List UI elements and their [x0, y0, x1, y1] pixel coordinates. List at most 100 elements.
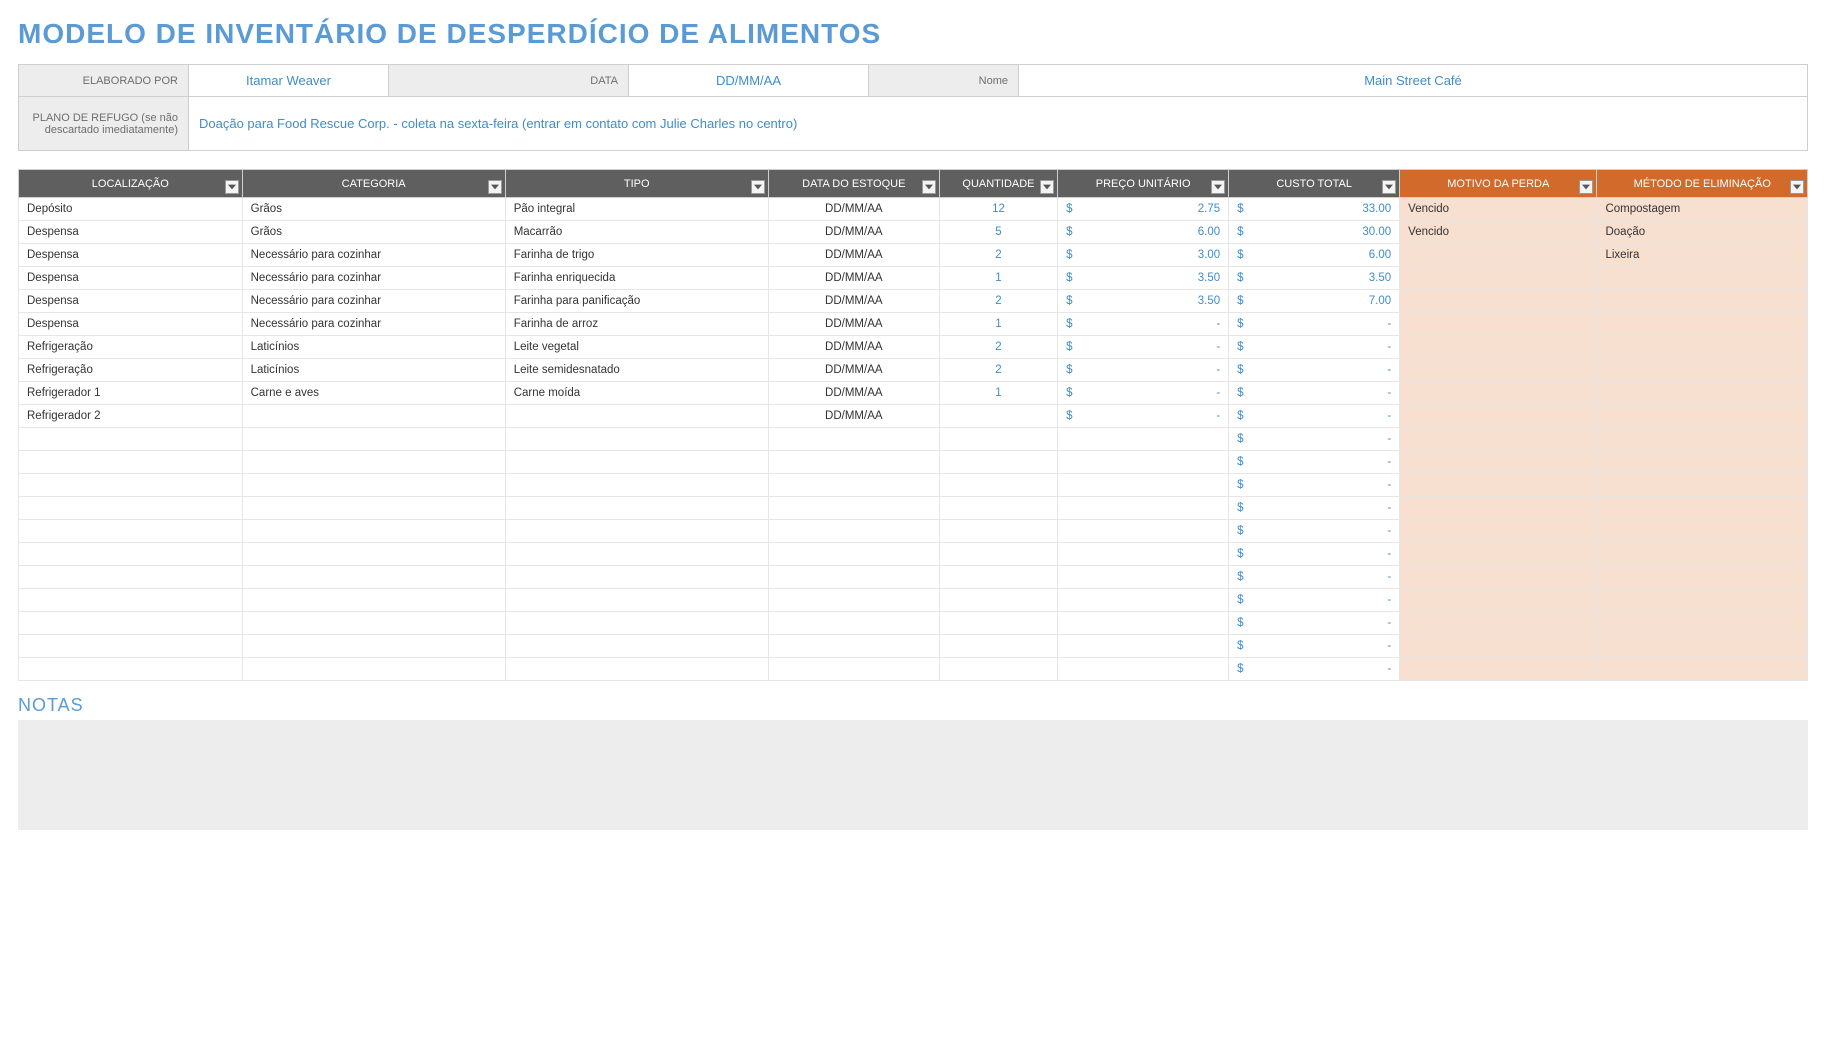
table-row[interactable]: RefrigeraçãoLaticíniosLeite semidesnatad… — [19, 359, 1808, 382]
table-row[interactable]: DespensaGrãosMacarrãoDD/MM/AA5$6.00$30.0… — [19, 221, 1808, 244]
cell-qtd[interactable] — [939, 566, 1057, 589]
cell-custo[interactable]: $- — [1229, 359, 1400, 382]
filter-icon[interactable] — [1382, 180, 1396, 194]
cell-qtd[interactable] — [939, 589, 1057, 612]
table-row[interactable]: $- — [19, 428, 1808, 451]
cell-data[interactable] — [768, 543, 939, 566]
cell-motivo[interactable] — [1400, 520, 1597, 543]
table-row[interactable]: $- — [19, 474, 1808, 497]
cell-metodo[interactable] — [1597, 313, 1808, 336]
cell-tipo[interactable] — [505, 520, 768, 543]
cell-qtd[interactable] — [939, 658, 1057, 681]
cell-metodo[interactable] — [1597, 635, 1808, 658]
cell-preco[interactable] — [1058, 658, 1229, 681]
cell-data[interactable] — [768, 658, 939, 681]
cell-cat[interactable] — [242, 635, 505, 658]
cell-data[interactable] — [768, 451, 939, 474]
cell-data[interactable]: DD/MM/AA — [768, 198, 939, 221]
cell-metodo[interactable] — [1597, 382, 1808, 405]
cell-qtd[interactable] — [939, 612, 1057, 635]
cell-metodo[interactable] — [1597, 658, 1808, 681]
cell-qtd[interactable] — [939, 497, 1057, 520]
col-header-metodo[interactable]: MÉTODO DE ELIMINAÇÃO — [1597, 170, 1808, 198]
cell-data[interactable] — [768, 612, 939, 635]
cell-motivo[interactable] — [1400, 543, 1597, 566]
cell-preco[interactable]: $- — [1058, 359, 1229, 382]
table-row[interactable]: Refrigerador 1Carne e avesCarne moídaDD/… — [19, 382, 1808, 405]
filter-icon[interactable] — [1211, 180, 1225, 194]
cell-custo[interactable]: $6.00 — [1229, 244, 1400, 267]
cell-preco[interactable] — [1058, 612, 1229, 635]
table-row[interactable]: DespensaNecessário para cozinharFarinha … — [19, 313, 1808, 336]
cell-cat[interactable]: Carne e aves — [242, 382, 505, 405]
cell-cat[interactable]: Necessário para cozinhar — [242, 244, 505, 267]
cell-tipo[interactable] — [505, 451, 768, 474]
cell-loc[interactable]: Refrigerador 2 — [19, 405, 243, 428]
cell-data[interactable] — [768, 566, 939, 589]
cell-metodo[interactable] — [1597, 566, 1808, 589]
cell-cat[interactable] — [242, 405, 505, 428]
cell-motivo[interactable] — [1400, 244, 1597, 267]
cell-metodo[interactable] — [1597, 543, 1808, 566]
cell-tipo[interactable]: Farinha para panificação — [505, 290, 768, 313]
table-row[interactable]: $- — [19, 566, 1808, 589]
value-elaborado-por[interactable]: Itamar Weaver — [189, 65, 389, 97]
cell-data[interactable]: DD/MM/AA — [768, 359, 939, 382]
cell-cat[interactable] — [242, 543, 505, 566]
cell-metodo[interactable] — [1597, 290, 1808, 313]
cell-qtd[interactable]: 12 — [939, 198, 1057, 221]
cell-loc[interactable]: Despensa — [19, 244, 243, 267]
table-row[interactable]: DepósitoGrãosPão integralDD/MM/AA12$2.75… — [19, 198, 1808, 221]
cell-cat[interactable] — [242, 612, 505, 635]
cell-preco[interactable] — [1058, 635, 1229, 658]
cell-data[interactable]: DD/MM/AA — [768, 336, 939, 359]
cell-cat[interactable]: Necessário para cozinhar — [242, 267, 505, 290]
cell-custo[interactable]: $- — [1229, 658, 1400, 681]
cell-loc[interactable] — [19, 543, 243, 566]
cell-data[interactable] — [768, 428, 939, 451]
cell-motivo[interactable] — [1400, 566, 1597, 589]
cell-custo[interactable]: $- — [1229, 497, 1400, 520]
col-header-tipo[interactable]: TIPO — [505, 170, 768, 198]
cell-metodo[interactable] — [1597, 405, 1808, 428]
cell-loc[interactable] — [19, 520, 243, 543]
cell-loc[interactable] — [19, 635, 243, 658]
filter-icon[interactable] — [922, 180, 936, 194]
cell-loc[interactable] — [19, 474, 243, 497]
cell-preco[interactable]: $- — [1058, 313, 1229, 336]
table-row[interactable]: $- — [19, 658, 1808, 681]
cell-metodo[interactable]: Lixeira — [1597, 244, 1808, 267]
cell-cat[interactable] — [242, 451, 505, 474]
cell-qtd[interactable] — [939, 405, 1057, 428]
cell-loc[interactable]: Refrigeração — [19, 359, 243, 382]
col-header-motivo[interactable]: MOTIVO DA PERDA — [1400, 170, 1597, 198]
cell-qtd[interactable]: 2 — [939, 336, 1057, 359]
cell-custo[interactable]: $- — [1229, 635, 1400, 658]
col-header-data[interactable]: DATA DO ESTOQUE — [768, 170, 939, 198]
cell-motivo[interactable] — [1400, 290, 1597, 313]
cell-qtd[interactable]: 2 — [939, 244, 1057, 267]
cell-preco[interactable]: $3.00 — [1058, 244, 1229, 267]
cell-loc[interactable]: Refrigeração — [19, 336, 243, 359]
cell-cat[interactable]: Laticínios — [242, 359, 505, 382]
cell-custo[interactable]: $- — [1229, 405, 1400, 428]
filter-icon[interactable] — [1040, 180, 1054, 194]
cell-tipo[interactable]: Leite vegetal — [505, 336, 768, 359]
cell-metodo[interactable]: Compostagem — [1597, 198, 1808, 221]
cell-preco[interactable]: $3.50 — [1058, 290, 1229, 313]
cell-loc[interactable] — [19, 612, 243, 635]
filter-icon[interactable] — [488, 180, 502, 194]
cell-data[interactable]: DD/MM/AA — [768, 313, 939, 336]
cell-data[interactable]: DD/MM/AA — [768, 290, 939, 313]
cell-metodo[interactable] — [1597, 474, 1808, 497]
cell-loc[interactable] — [19, 451, 243, 474]
cell-loc[interactable]: Despensa — [19, 267, 243, 290]
table-row[interactable]: $- — [19, 635, 1808, 658]
cell-loc[interactable]: Despensa — [19, 290, 243, 313]
cell-tipo[interactable] — [505, 497, 768, 520]
cell-qtd[interactable] — [939, 520, 1057, 543]
cell-cat[interactable] — [242, 497, 505, 520]
cell-custo[interactable]: $- — [1229, 612, 1400, 635]
cell-tipo[interactable] — [505, 428, 768, 451]
cell-motivo[interactable] — [1400, 428, 1597, 451]
